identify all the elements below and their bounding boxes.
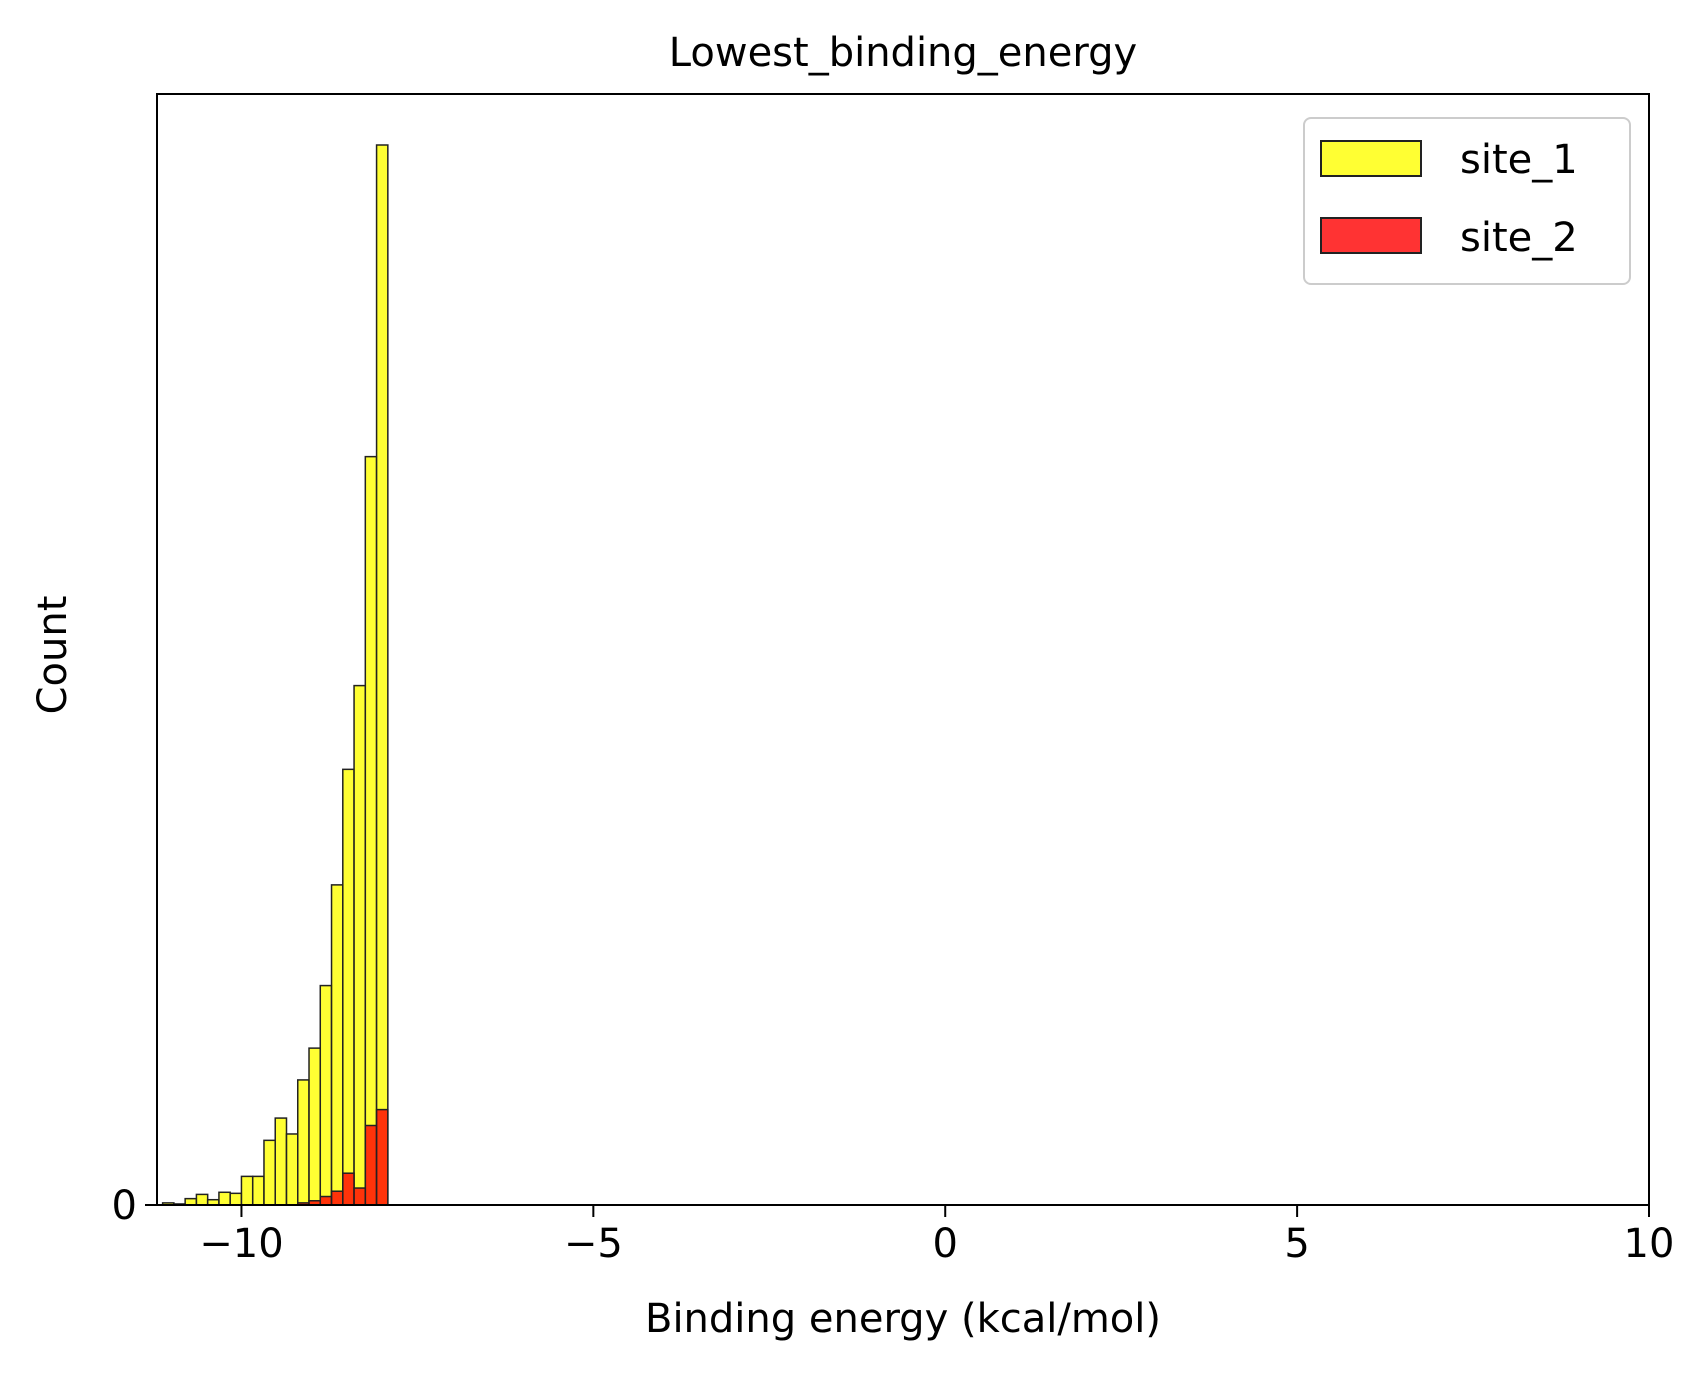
legend-swatch-site-1 xyxy=(1320,140,1422,177)
site-2-bar-4 xyxy=(342,1172,355,1206)
site-1-bar-14 xyxy=(319,984,333,1206)
bars-group xyxy=(161,144,389,1206)
site-1-bar-5 xyxy=(218,1191,231,1206)
site-2-bar-6 xyxy=(364,1124,378,1206)
y-ticks: 0 xyxy=(112,1183,157,1229)
site-1-bar-18 xyxy=(364,455,378,1206)
site-1-bar-7 xyxy=(240,1175,254,1206)
site-1-bar-11 xyxy=(285,1133,299,1206)
legend: site_1 site_2 xyxy=(1303,117,1631,285)
site-1-bar-12 xyxy=(297,1079,310,1206)
x-ticks: −10 −5 0 5 10 xyxy=(199,1205,1674,1267)
x-tick-label: −5 xyxy=(564,1221,623,1267)
site-1-bar-6 xyxy=(229,1192,243,1206)
y-tick-label: 0 xyxy=(112,1183,137,1229)
legend-label-site-2: site_2 xyxy=(1460,215,1578,261)
site-1-bar-8 xyxy=(251,1175,265,1206)
site-2-bar-7 xyxy=(375,1108,389,1206)
site-1-bar-17 xyxy=(353,684,367,1206)
y-axis-label: Count xyxy=(30,596,76,715)
site-1-bar-10 xyxy=(274,1117,288,1206)
x-tick-label: 10 xyxy=(1624,1221,1675,1267)
x-tick-label: 5 xyxy=(1284,1221,1309,1267)
plot-frame xyxy=(156,93,1650,1206)
site-1-bar-15 xyxy=(330,884,344,1206)
site-1-bar-19 xyxy=(375,144,389,1206)
x-tick-label: −10 xyxy=(199,1221,283,1267)
site-2-bar-3 xyxy=(330,1190,344,1206)
site-2-bar-2 xyxy=(319,1195,333,1206)
x-tick-label: 0 xyxy=(932,1221,957,1267)
legend-label-site-1: site_1 xyxy=(1460,137,1578,183)
x-axis-label: Binding energy (kcal/mol) xyxy=(645,1296,1161,1342)
legend-swatch-site-2 xyxy=(1320,217,1422,254)
site-2-bar-5 xyxy=(353,1187,367,1206)
site-1-bar-16 xyxy=(342,768,355,1206)
site-1-bar-3 xyxy=(195,1193,209,1206)
site-1-bar-13 xyxy=(308,1047,322,1206)
chart-title: Lowest_binding_energy xyxy=(669,30,1137,76)
site-1-bar-9 xyxy=(263,1139,276,1206)
